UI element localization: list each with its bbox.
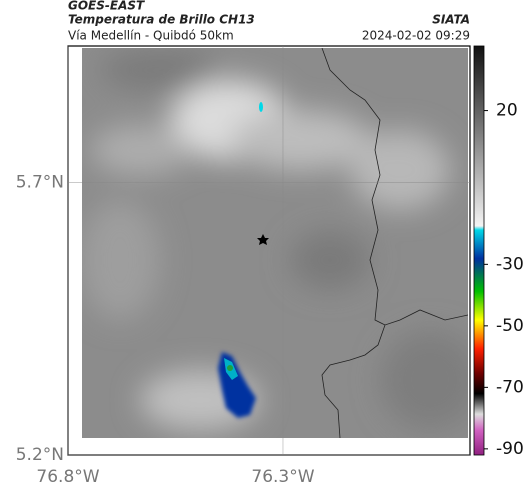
source: SIATA — [432, 13, 470, 27]
x-tick-label: 76.3°W — [251, 467, 314, 487]
y-tick-label: 5.7°N — [16, 172, 64, 192]
colorbar-tick-label: 20 — [496, 101, 518, 121]
title: GOES-EAST — [68, 0, 145, 13]
satellite-image — [82, 48, 468, 438]
y-tick-label: 5.2°N — [16, 445, 64, 465]
location-marker — [257, 234, 269, 245]
x-tick-label: 76.8°W — [36, 467, 99, 487]
region: Vía Medellín - Quibdó 50km — [68, 29, 234, 43]
subtitle: Temperatura de Brillo CH13 — [68, 13, 255, 27]
colorbar-tick-label: -50 — [496, 316, 524, 336]
timestamp: 2024-02-02 09:29 — [362, 29, 470, 43]
colorbar — [473, 45, 485, 456]
colorbar-tick-label: -30 — [496, 254, 524, 274]
colorbar-tick-label: -90 — [496, 439, 524, 459]
colorbar-tick-label: -70 — [496, 377, 524, 397]
